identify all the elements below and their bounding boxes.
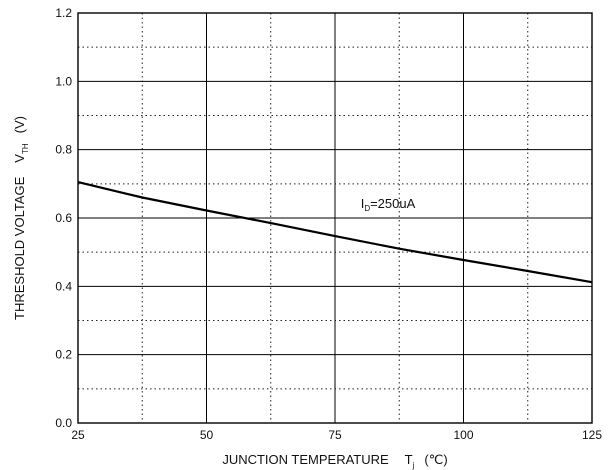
plot-frame xyxy=(77,12,593,424)
x-tick-label: 50 xyxy=(200,428,214,442)
x-axis-label-symbol: T xyxy=(405,452,413,467)
x-tick-label: 75 xyxy=(328,428,342,442)
y-axis-label-unit: (V) xyxy=(12,116,27,133)
y-tick-label: 0.0 xyxy=(55,416,72,430)
x-tick-labels: 25 50 75 100 125 xyxy=(71,428,602,442)
x-tick-label: 125 xyxy=(582,428,602,442)
y-tick-label: 1.0 xyxy=(55,74,72,88)
y-axis-label-subscript: TH xyxy=(21,143,30,154)
series-line xyxy=(77,181,593,284)
annotation-prefix: I xyxy=(361,196,365,211)
y-axis-label-symbol: V xyxy=(12,154,27,163)
y-tick-label: 0.8 xyxy=(55,143,72,157)
y-tick-label: 0.2 xyxy=(55,348,72,362)
x-tick-label: 25 xyxy=(71,428,85,442)
major-grid xyxy=(78,13,592,423)
x-axis-label-unit: (℃) xyxy=(424,452,447,467)
y-axis-label-main: THRESHOLD VOLTAGE xyxy=(12,176,27,320)
x-axis-label-subscript: j xyxy=(412,461,415,470)
x-axis-label-main: JUNCTION TEMPERATURE xyxy=(222,452,389,467)
series-layer xyxy=(77,181,593,284)
current-annotation: ID=250uA xyxy=(361,196,416,213)
x-axis-label: JUNCTION TEMPERATURE Tj (℃) xyxy=(222,452,447,470)
y-tick-label: 0.4 xyxy=(55,279,72,293)
annotation-subscript: D xyxy=(364,204,370,213)
x-tick-label: 100 xyxy=(453,428,473,442)
y-tick-label: 1.2 xyxy=(55,6,72,20)
annotation-text: =250uA xyxy=(370,196,416,211)
y-axis-label: THRESHOLD VOLTAGE VTH (V) xyxy=(12,116,30,320)
y-tick-labels: 0.0 0.2 0.4 0.6 0.8 1.0 1.2 xyxy=(55,6,72,430)
y-tick-label: 0.6 xyxy=(55,211,72,225)
